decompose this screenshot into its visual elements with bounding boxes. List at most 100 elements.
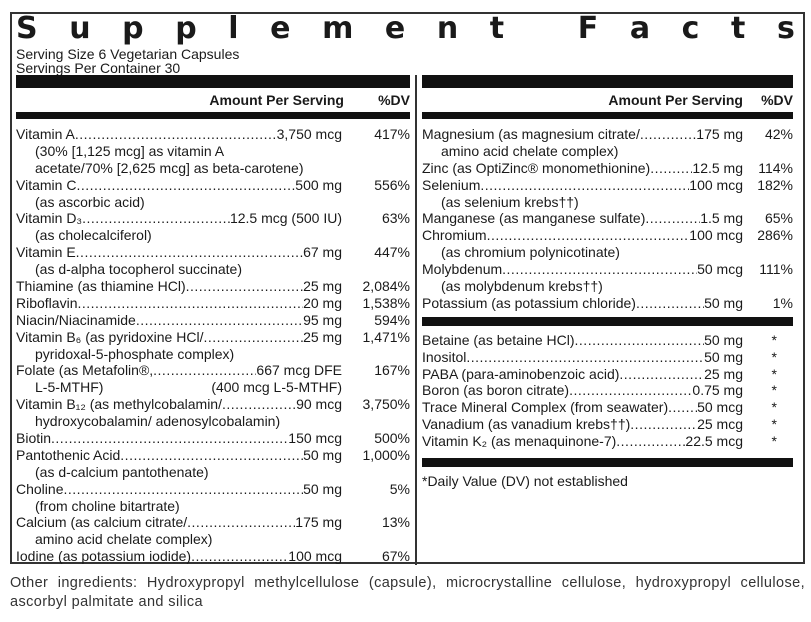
nutrient-amount: 25 mcg — [697, 416, 743, 433]
nutrient-detail-row: pyridoxal-5-phosphate complex) — [16, 346, 410, 363]
nutrient-dv: 286% — [757, 227, 793, 244]
nutrient-amount: 175 mg — [295, 514, 342, 531]
title-letter: n — [436, 13, 459, 45]
nutrient-dv: * — [771, 399, 777, 416]
nutrient-name: Vitamin D₃ — [16, 210, 83, 227]
title-letter: t — [489, 13, 505, 45]
nutrient-dv: * — [771, 331, 777, 348]
dot-leader — [616, 433, 685, 450]
nutrient-row: Thiamine (as thiamine HCl) 25 mg 2,084% — [16, 278, 410, 295]
nutrient-dv: * — [771, 348, 777, 365]
nutrient-dv: * — [771, 365, 777, 382]
nutrient-dv: 5% — [389, 480, 410, 497]
dot-leader — [222, 396, 296, 413]
nutrient-name: Vitamin K₂ (as menaquinone-7) — [422, 433, 617, 450]
nutrient-name: Manganese (as manganese sulfate) — [422, 210, 646, 227]
nutrient-name: Vitamin C — [16, 176, 77, 193]
nutrient-dv: 556% — [374, 176, 410, 193]
nutrient-amount: 50 mg — [303, 480, 342, 497]
nutrient-amount: 25 mg — [303, 328, 342, 345]
nutrient-name: Magnesium (as magnesium citrate/ — [422, 126, 640, 142]
nutrient-detail: (as cholecalciferol) — [35, 227, 152, 244]
nutrient-detail: (as selenium krebs††) — [441, 193, 579, 210]
nutrient-detail: acetate/70% [2,625 mcg] as beta-carotene… — [35, 159, 304, 176]
amount-header: Amount Per Serving — [209, 92, 344, 108]
servings-per-container: Servings Per Container 30 — [16, 60, 181, 76]
nutrient-amount: 22.5 mcg — [685, 433, 743, 450]
dot-leader — [75, 126, 277, 143]
nutrient-row: Riboflavin 20 mg 1,538% — [16, 295, 410, 312]
nutrient-detail-row: (as d-calcium pantothenate) — [16, 464, 410, 481]
supplement-facts-panel — [10, 12, 805, 564]
nutrient-detail: (as d-alpha tocopherol succinate) — [35, 261, 243, 278]
nutrient-detail-row: (as ascorbic acid) — [16, 194, 410, 211]
dot-leader — [645, 210, 700, 227]
nutrient-amount: 500 mg — [295, 176, 342, 193]
nutrient-detail-row: (as molybdenum krebs††) — [422, 278, 793, 295]
dv-header: %DV — [761, 92, 793, 108]
nutrient-name: Inositol — [422, 348, 467, 365]
nutrient-dv: 1,471% — [362, 328, 410, 345]
dot-leader — [76, 177, 295, 194]
nutrient-amount: 100 mcg — [689, 176, 743, 193]
nutrient-detail: (as chromium polynicotinate) — [441, 244, 620, 261]
nutrient-name: Selenium — [422, 176, 481, 193]
bar — [422, 316, 793, 326]
nutrient-dv: 500% — [374, 430, 410, 447]
title-letter: e — [270, 13, 291, 45]
nutrient-detail: (from choline bitartrate) — [35, 497, 180, 514]
nutrient-detail-row: (as cholecalciferol) — [16, 227, 410, 244]
nutrient-name: Calcium (as calcium citrate/ — [16, 514, 188, 531]
title-letter: p — [175, 13, 197, 45]
nutrient-amount: 50 mg — [704, 348, 743, 365]
nutrient-dv: 65% — [764, 210, 793, 227]
nutrient-detail-row: (from choline bitartrate) — [16, 498, 410, 515]
nutrient-row: Vanadium (as vanadium krebs††) 25 mcg * — [422, 416, 793, 433]
nutrient-amount: 1.5 mg — [700, 210, 743, 227]
nutrient-row: Folate (as Metafolin®, 667 mcg DFE 167% — [16, 362, 410, 379]
nutrient-amount: 100 mcg — [288, 548, 342, 565]
nutrient-dv: 13% — [381, 514, 410, 531]
dot-leader — [487, 227, 690, 244]
nutrient-name: Vitamin E — [16, 244, 76, 261]
column-header: Amount Per Serving %DV — [16, 88, 410, 112]
nutrient-name: Betaine (as betaine HCl) — [422, 331, 575, 348]
dot-leader — [153, 362, 256, 379]
thick-bar — [16, 75, 410, 88]
dv-header: %DV — [378, 92, 410, 108]
nutrient-amount: 667 mcg DFE — [256, 362, 342, 379]
dot-leader — [186, 278, 303, 295]
nutrient-name: Pantothenic Acid — [16, 446, 121, 463]
nutrient-row: Chromium 100 mcg 286% — [422, 227, 793, 244]
nutrient-name: Iodine (as potassium iodide) — [16, 548, 192, 565]
nutrient-amount: 20 mg — [303, 294, 342, 311]
title-letter: p — [122, 13, 144, 45]
nutrient-detail: (as d-calcium pantothenate) — [35, 463, 209, 480]
nutrient-detail-row: amino acid chelate complex) — [16, 531, 410, 548]
nutrient-dv: 182% — [757, 176, 793, 193]
nutrient-row: Biotin 150 mcg 500% — [16, 430, 410, 447]
nutrient-detail-row: (as chromium polynicotinate) — [422, 244, 793, 261]
dot-leader — [51, 430, 288, 447]
other-ingredients: Other ingredients: Hydroxypropyl methylc… — [10, 575, 805, 610]
nutrient-name: Biotin — [16, 430, 52, 447]
serving-size: Serving Size 6 Vegetarian Capsules — [16, 46, 240, 62]
nutrient-row: Selenium 100 mcg 182% — [422, 177, 793, 194]
left-nutrient-list: Vitamin A 3,750 mcg 417% (30% [1,125 mcg] a… — [16, 126, 410, 565]
nutrient-detail: amino acid chelate complex) — [441, 142, 619, 159]
nutrient-row: Vitamin K₂ (as menaquinone-7) 22.5 mcg * — [422, 433, 793, 450]
nutrient-row: Manganese (as manganese sulfate) 1.5 mg 6… — [422, 210, 793, 227]
dot-leader — [187, 514, 295, 531]
nutrient-name: Zinc (as OptiZinc® monomethionine) — [422, 159, 651, 176]
dot-leader — [569, 382, 692, 399]
nutrient-amount: 150 mcg — [288, 430, 342, 447]
dot-leader — [480, 177, 689, 194]
nutrient-dv: 167% — [374, 362, 410, 379]
nutrient-row: PABA (para-aminobenzoic acid) 25 mg * — [422, 366, 793, 383]
right-column: Amount Per Serving %DV Magnesium (as mag… — [422, 75, 793, 489]
nutrient-dv: * — [771, 382, 777, 399]
nutrient-row: Vitamin B₆ (as pyridoxine HCl/25 mg 1,471… — [16, 329, 410, 346]
nutrient-name: Chromium — [422, 227, 487, 244]
title-letter: t — [731, 13, 746, 45]
